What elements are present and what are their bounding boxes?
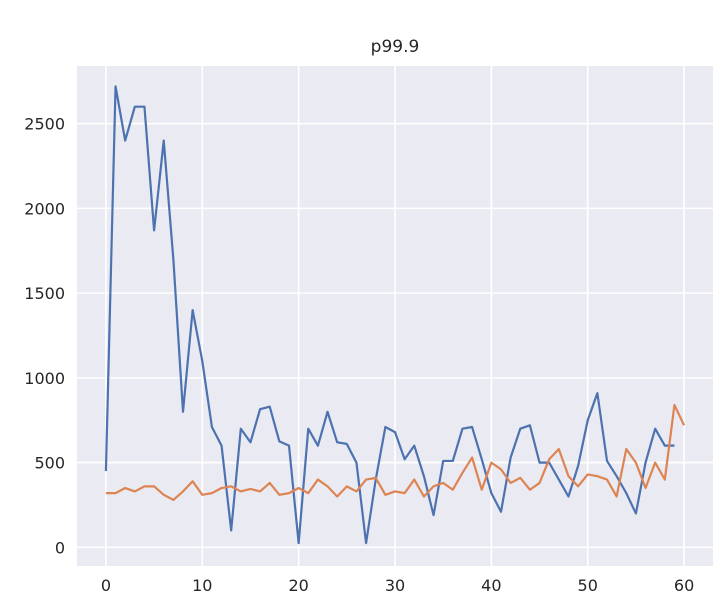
y-tick-label: 0 [55,538,65,557]
x-tick-label: 20 [288,576,308,595]
y-tick-label: 1000 [24,369,65,388]
series-line-1 [104,85,675,545]
x-tick-label: 30 [385,576,405,595]
y-tick-label: 1500 [24,284,65,303]
x-tick-labels: 0 10 20 30 40 50 60 [101,576,694,595]
y-tick-label: 2000 [24,199,65,218]
series-line-2 [105,403,686,501]
grid [77,66,713,566]
y-tick-label: 500 [34,454,65,473]
x-tick-label: 60 [674,576,694,595]
y-tick-label: 2500 [24,115,65,134]
series-lines [104,85,686,545]
x-tick-label: 50 [578,576,598,595]
chart-title: p99.9 [371,37,420,57]
x-tick-label: 40 [481,576,501,595]
x-tick-label: 0 [101,576,111,595]
x-tick-label: 10 [192,576,212,595]
y-tick-labels: 0 500 1000 1500 2000 2500 [24,115,65,558]
